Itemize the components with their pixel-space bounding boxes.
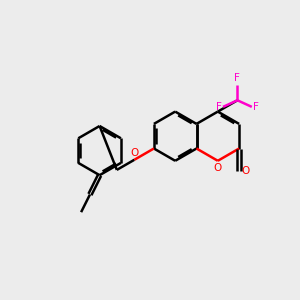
Text: O: O [130,148,138,158]
Text: F: F [216,102,221,112]
Text: F: F [235,73,240,83]
Text: O: O [241,166,250,176]
Text: F: F [253,102,259,112]
Text: O: O [214,163,222,173]
